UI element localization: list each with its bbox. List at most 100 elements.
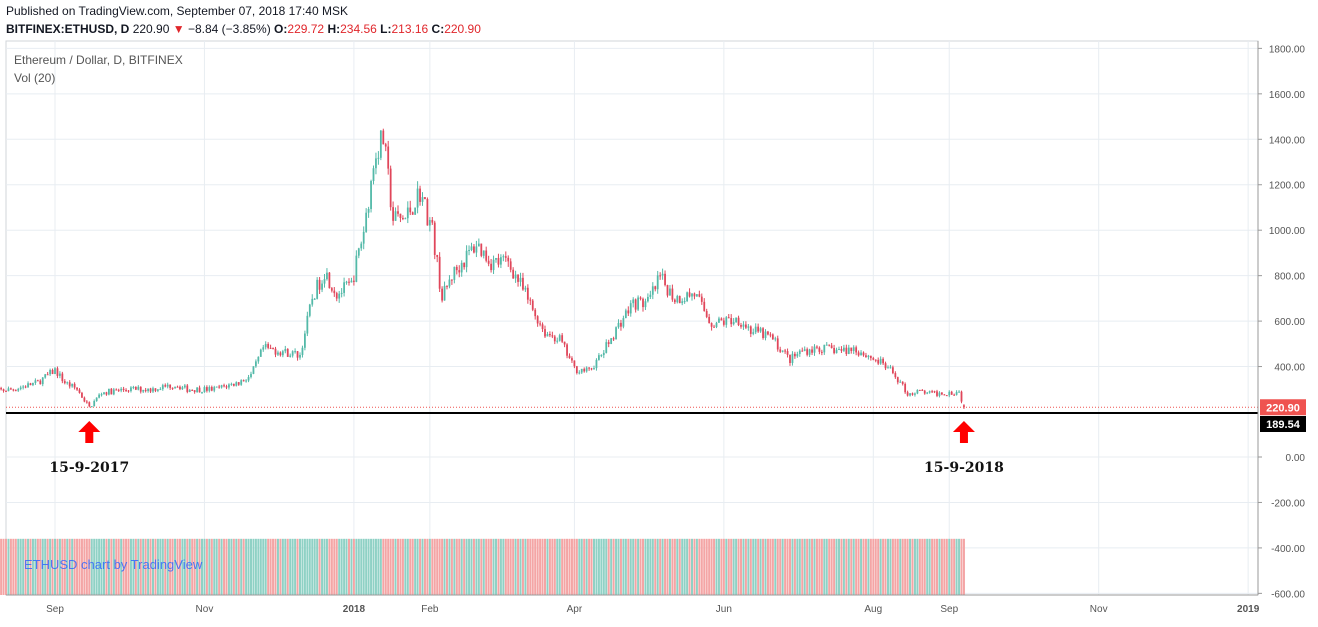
candle-body <box>468 250 470 252</box>
candles[interactable] <box>0 128 965 410</box>
candle-body <box>279 352 282 356</box>
volume-bar <box>627 538 630 595</box>
candle-body <box>137 386 140 390</box>
volume-bar <box>183 538 186 595</box>
volume-bar <box>399 538 402 595</box>
candle-body <box>443 285 446 301</box>
volume-bar <box>198 538 201 595</box>
candle-body <box>558 335 561 341</box>
volume-bar <box>654 538 657 595</box>
candle-body <box>600 355 603 357</box>
volume-bar <box>960 538 963 595</box>
candle-body <box>931 391 933 393</box>
volume-bar <box>22 538 25 595</box>
candle-body <box>928 391 931 393</box>
volume-bar <box>274 538 277 595</box>
volume-bar <box>840 538 843 595</box>
volume-bar <box>392 538 395 595</box>
volume-bar <box>517 538 520 595</box>
volume-bar <box>864 538 867 595</box>
volume-bar <box>835 538 838 595</box>
candle-body <box>892 367 894 374</box>
volume-bar <box>387 538 390 595</box>
candle-body <box>681 301 684 304</box>
candle-body <box>348 281 350 283</box>
volume-bar <box>264 538 267 595</box>
candle-body <box>343 282 345 293</box>
volume-bar <box>480 538 483 595</box>
candle-body <box>509 261 512 270</box>
candle-body <box>191 389 194 391</box>
volume-bar <box>120 538 123 595</box>
volume-bar <box>553 538 556 595</box>
candle-body <box>495 257 497 260</box>
candle-body <box>693 293 696 297</box>
volume-bar <box>44 538 47 595</box>
candle-body <box>39 380 42 385</box>
volume-bar <box>365 538 368 595</box>
candle-body <box>460 262 463 273</box>
volume-bar <box>551 538 554 595</box>
candle-body <box>402 218 404 220</box>
candle-body <box>941 392 943 395</box>
volume-bar <box>294 538 297 595</box>
volume-bar <box>129 538 132 595</box>
volume-bar <box>752 538 755 595</box>
volume-bar <box>588 538 591 595</box>
volume-bar <box>955 538 958 595</box>
candle-body <box>938 392 941 396</box>
candle-body <box>725 317 728 325</box>
volume-bar <box>948 538 951 595</box>
candle-body <box>852 347 855 351</box>
candle-body <box>583 368 586 372</box>
candle-body <box>411 212 414 215</box>
volume-bar <box>531 538 534 595</box>
volume-bar <box>671 538 674 595</box>
candle-body <box>899 381 902 383</box>
volume-bar <box>132 538 135 595</box>
volume-bar <box>259 538 262 595</box>
grid <box>6 41 1258 595</box>
volume-bar <box>34 538 37 595</box>
candle-body <box>56 368 59 376</box>
candle-body <box>656 275 659 290</box>
volume-tick-label: 0.00 <box>1286 453 1306 464</box>
candle-body <box>225 386 228 388</box>
candle-body <box>718 318 720 323</box>
candle-body <box>955 392 958 395</box>
volume-bar <box>624 538 627 595</box>
candle-body <box>504 256 507 258</box>
volume-bar <box>245 538 248 595</box>
volume-bar <box>350 538 353 595</box>
candle-body <box>19 387 22 389</box>
candle-body <box>923 390 926 394</box>
volume-bar <box>301 538 304 595</box>
volume-bar <box>311 538 314 595</box>
volume-bar <box>95 538 98 595</box>
volume-bar <box>411 538 414 595</box>
volume-bar <box>938 538 941 595</box>
candle-body <box>950 391 953 395</box>
volume-bar <box>803 538 806 595</box>
candle-body <box>470 246 473 251</box>
volume-bar <box>926 538 929 595</box>
symbol-label[interactable]: BITFINEX:ETHUSD, D <box>6 22 130 36</box>
candle-body <box>747 326 750 328</box>
candle-body <box>796 353 799 357</box>
volume-bar <box>14 538 17 595</box>
candle-body <box>909 393 911 396</box>
volume-bar <box>159 538 162 595</box>
candle-body <box>321 283 323 290</box>
candle-body <box>759 328 762 332</box>
volume-bar <box>490 538 493 595</box>
candle-body <box>683 301 686 303</box>
candle-body <box>247 377 250 381</box>
volume-bar <box>289 538 292 595</box>
volume-bar <box>769 538 772 595</box>
volume-bar <box>61 538 64 595</box>
volume-bar <box>762 538 765 595</box>
candle-body <box>669 288 671 296</box>
watermark[interactable]: ETHUSD chart by TradingView <box>24 557 203 572</box>
candle-body <box>24 386 27 388</box>
